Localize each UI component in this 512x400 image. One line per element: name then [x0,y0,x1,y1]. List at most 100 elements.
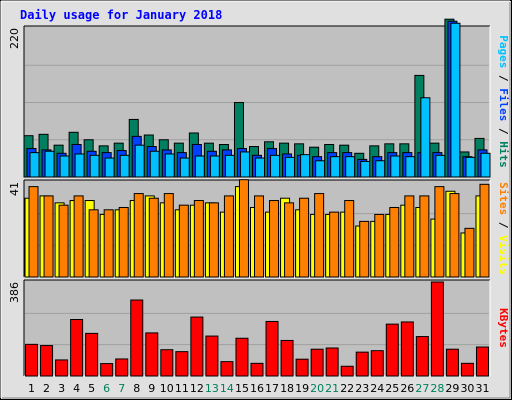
day-label-8: 8 [133,382,140,395]
bar-kbytes-day-27 [415,336,429,377]
bar-pages-day-31 [480,152,491,178]
bar-sites-day-9 [148,197,159,278]
bar-pages-day-9 [149,150,160,178]
bar-kbytes-day-20 [310,348,324,377]
bar-kbytes-day-28 [430,281,444,377]
bar-sites-day-8 [133,193,144,278]
bar-pages-day-22 [345,156,356,178]
day-label-31: 31 [475,382,489,395]
bar-pages-day-14 [224,154,235,178]
bar-kbytes-day-22 [340,365,354,377]
bar-pages-day-19 [300,154,311,178]
day-label-5: 5 [88,382,95,395]
bar-sites-day-20 [314,193,325,278]
bar-sites-day-27 [419,195,430,278]
bar-sites-day-31 [479,183,490,278]
day-label-13: 13 [205,382,219,395]
bar-sites-day-7 [118,206,129,278]
bar-sites-day-3 [58,204,69,278]
legend-separator: / [497,215,510,235]
day-label-16: 16 [250,382,264,395]
bar-pages-day-25 [390,155,401,178]
day-label-1: 1 [28,382,35,395]
bar-sites-day-28 [434,186,445,278]
bar-pages-day-15 [239,151,250,178]
day-label-11: 11 [175,382,189,395]
legend-visits-sites: Sites / Visits [497,182,510,275]
bar-kbytes-day-26 [400,321,414,377]
legend-entry: Pages [497,35,510,68]
bar-sites-day-13 [208,202,219,278]
day-label-7: 7 [118,382,125,395]
legend-hits-files-pages: Pages / Files / Hits [497,35,510,168]
day-label-2: 2 [43,382,50,395]
bar-kbytes-day-17 [265,320,279,377]
chart-panels: 220 Pages / Files / Hits 41 Sites / Visits 3… [8,18,510,377]
day-label-23: 23 [355,382,369,395]
bar-pages-day-11 [179,157,190,178]
bar-pages-day-20 [315,160,326,178]
legend-kbytes: KBytes [497,308,510,348]
legend-separator: / [497,68,510,88]
bar-kbytes-day-21 [325,347,339,377]
bar-kbytes-day-4 [70,319,84,377]
day-label-24: 24 [370,382,384,395]
day-label-26: 26 [400,382,414,395]
bar-kbytes-day-25 [385,323,399,377]
bar-pages-day-6 [104,157,115,178]
bar-kbytes-day-10 [160,349,174,377]
day-label-18: 18 [280,382,294,395]
bar-kbytes-day-23 [355,351,369,377]
day-label-6: 6 [103,382,110,395]
day-label-19: 19 [295,382,309,395]
y-max-label: 41 [8,182,21,196]
legend-entry: KBytes [497,308,510,348]
y-max-label: 220 [8,28,21,49]
y-max-label: 386 [8,282,21,303]
bar-sites-day-2 [43,195,54,278]
bar-pages-day-7 [119,154,130,178]
bar-pages-day-18 [285,156,296,178]
bar-kbytes-day-15 [235,337,249,377]
bar-sites-day-14 [223,195,234,278]
legend-entry: Visits [497,235,510,275]
bar-sites-day-10 [163,193,174,278]
bar-sites-day-25 [389,206,400,278]
day-label-28: 28 [430,382,444,395]
bar-kbytes-day-1 [25,343,39,377]
day-label-4: 4 [73,382,80,395]
panel-hits-files-pages: 220 Pages / Files / Hits [8,18,510,178]
bar-sites-day-26 [404,195,415,278]
bar-kbytes-day-7 [115,358,129,377]
bar-kbytes-day-13 [205,335,219,377]
bar-kbytes-day-19 [295,358,309,377]
bar-pages-day-17 [270,154,281,178]
bar-kbytes-day-12 [190,316,204,377]
legend-entry: Sites [497,182,510,215]
day-label-9: 9 [148,382,155,395]
bar-sites-day-16 [254,195,264,278]
bar-sites-day-5 [88,209,99,278]
bar-kbytes-day-29 [445,348,459,377]
bar-sites-day-6 [103,209,114,278]
bar-pages-day-10 [164,153,175,178]
bar-sites-day-30 [464,227,475,278]
bar-pages-day-23 [360,160,371,178]
bar-pages-day-26 [405,156,416,178]
legend-entry: Hits [497,141,510,168]
bar-kbytes-day-11 [175,351,189,377]
bar-pages-day-4 [74,153,85,178]
legend-separator: / [497,121,510,141]
day-label-25: 25 [385,382,399,395]
panel-kbytes: 386 KBytes [8,279,510,377]
bar-pages-day-8 [134,144,145,178]
bar-pages-day-27 [420,97,431,178]
bar-pages-day-5 [89,154,100,178]
bar-pages-day-13 [209,155,220,178]
day-label-20: 20 [310,382,324,395]
bar-sites-day-29 [449,193,460,278]
day-label-10: 10 [160,382,174,395]
day-label-17: 17 [265,382,279,395]
bar-sites-day-21 [329,211,340,278]
bar-sites-day-22 [344,200,355,278]
